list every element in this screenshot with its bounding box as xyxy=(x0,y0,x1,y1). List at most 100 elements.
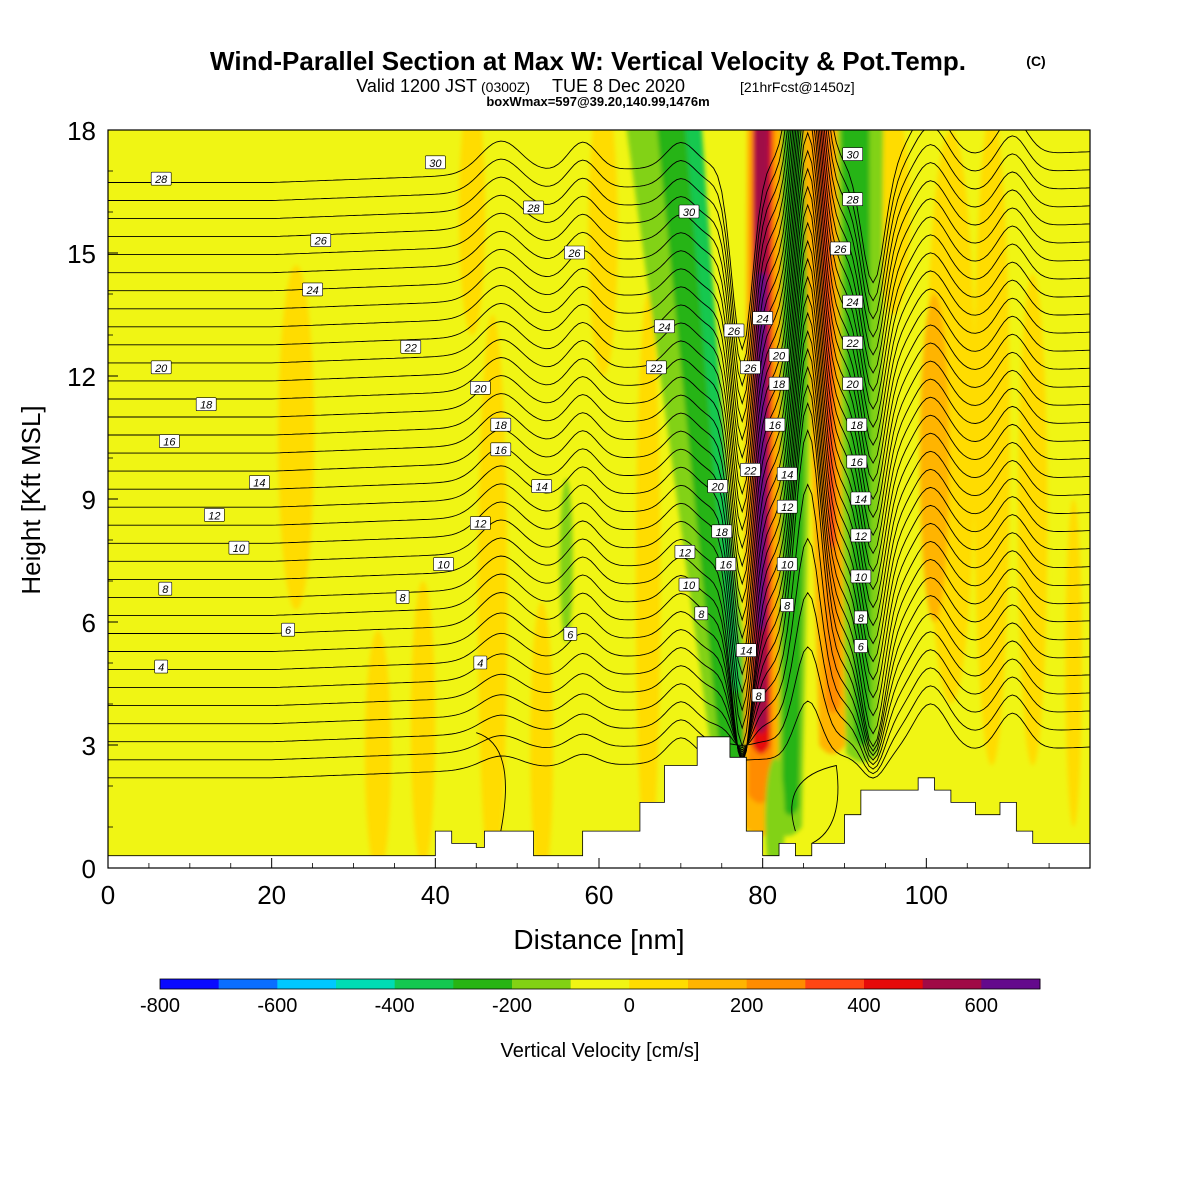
colorbar-swatch xyxy=(453,979,513,989)
colorbar-swatch xyxy=(218,979,278,989)
svg-text:20: 20 xyxy=(846,379,860,391)
theta-contour-line xyxy=(791,764,839,844)
theta-contour-line xyxy=(108,537,1090,766)
contour-label: 16 xyxy=(846,454,868,469)
theta-contour-line xyxy=(108,185,1090,622)
theta-contour-line xyxy=(108,130,1090,460)
svg-text:18: 18 xyxy=(495,420,508,432)
contour-label: 30 xyxy=(842,147,863,162)
subtitle-date: TUE 8 Dec 2020 xyxy=(552,76,685,96)
theta-contours xyxy=(108,130,1090,844)
svg-text:20: 20 xyxy=(473,383,487,395)
contour-label: 20 xyxy=(470,380,491,395)
x-tick-label: 40 xyxy=(421,880,450,910)
colorbar-swatch xyxy=(512,979,572,989)
contour-labels: 28 26 24 22 20 18 16 14 12 10 8 6 4 30 28 26 24 22 20 18 16 1… xyxy=(150,147,872,703)
contour-label: 26 xyxy=(830,241,851,256)
svg-text:10: 10 xyxy=(781,560,794,572)
svg-text:4: 4 xyxy=(158,662,164,674)
contour-label: 24 xyxy=(752,311,773,326)
svg-text:16: 16 xyxy=(495,445,508,457)
theta-contour-line xyxy=(108,646,1090,775)
contour-label: 28 xyxy=(150,171,172,186)
contour-label: 14 xyxy=(531,479,553,494)
y-tick-label: 3 xyxy=(82,731,96,761)
colorbar-tick-label: 400 xyxy=(847,995,880,1017)
contour-label: 14 xyxy=(776,467,798,481)
box-max-note: boxWmax=597@39.20,140.99,1476m xyxy=(486,94,709,109)
svg-text:16: 16 xyxy=(163,437,176,449)
svg-text:28: 28 xyxy=(846,195,860,207)
svg-text:18: 18 xyxy=(716,527,729,539)
y-axis: 0 3 6 9 12 15 18 xyxy=(67,116,118,884)
weak-updraft-cell xyxy=(877,130,910,315)
colorbar-swatch xyxy=(746,979,806,989)
svg-text:26: 26 xyxy=(314,236,328,248)
contour-label: 12 xyxy=(850,528,872,543)
svg-text:20: 20 xyxy=(711,482,725,494)
theta-contour-line xyxy=(476,732,506,832)
contour-label: 26 xyxy=(564,245,585,260)
theta-contour-line xyxy=(108,130,1090,369)
contour-label: 12 xyxy=(204,508,225,522)
contour-label: 18 xyxy=(768,376,790,391)
svg-text:16: 16 xyxy=(851,457,864,469)
contour-label: 16 xyxy=(159,434,180,449)
contour-label: 18 xyxy=(195,397,217,412)
weak-updraft-cell xyxy=(1065,499,1082,827)
theta-contour-line xyxy=(108,130,1090,387)
svg-text:12: 12 xyxy=(474,519,486,531)
svg-text:26: 26 xyxy=(727,326,741,338)
theta-contour-line xyxy=(108,239,1090,676)
svg-text:8: 8 xyxy=(698,609,705,621)
theta-contour-line xyxy=(108,311,1090,748)
y-tick-label: 0 xyxy=(82,854,96,884)
svg-text:8: 8 xyxy=(858,613,865,625)
y-tick-label: 6 xyxy=(82,608,96,638)
theta-contour-line xyxy=(108,130,1090,405)
colorbar-frame xyxy=(159,978,1041,990)
theta-contour-line xyxy=(108,130,1090,478)
theta-contour-line xyxy=(108,221,1090,658)
weak-updraft-cell xyxy=(477,314,508,868)
theta-contour-line xyxy=(108,130,1090,351)
contour-label: 10 xyxy=(776,557,798,572)
downdraft-band-west-core xyxy=(685,130,742,693)
contour-label: 4 xyxy=(154,659,168,674)
svg-text:6: 6 xyxy=(858,642,865,654)
svg-text:10: 10 xyxy=(683,580,696,592)
weak-updraft-cell xyxy=(364,630,392,868)
x-tick-label: 60 xyxy=(585,880,614,910)
contour-label: 12 xyxy=(470,516,491,531)
contour-label: 18 xyxy=(846,417,868,432)
theta-contour-line xyxy=(108,130,1090,532)
colorbar-swatch xyxy=(688,979,748,989)
contour-label: 22 xyxy=(740,462,761,477)
weak-downdraft-cell xyxy=(559,478,573,643)
y-tick-label: 12 xyxy=(67,362,96,392)
contour-label: 14 xyxy=(249,475,270,490)
x-tick-label: 20 xyxy=(257,880,286,910)
svg-text:16: 16 xyxy=(720,560,733,572)
colorbar-swatch xyxy=(981,979,1041,989)
y-axis-label: Height [Kft MSL] xyxy=(16,405,46,594)
svg-text:20: 20 xyxy=(772,351,786,363)
theta-contour-line xyxy=(108,131,1090,568)
contour-label: 8 xyxy=(395,590,410,604)
svg-text:30: 30 xyxy=(429,158,442,170)
theta-contour-line xyxy=(108,149,1090,586)
svg-text:18: 18 xyxy=(200,400,213,412)
svg-text:16: 16 xyxy=(769,420,782,432)
svg-text:10: 10 xyxy=(855,572,868,584)
y-tick-label: 15 xyxy=(67,239,96,269)
theta-contour-line xyxy=(108,203,1090,640)
theta-contour-line xyxy=(108,591,1090,770)
contour-label: 10 xyxy=(678,577,700,592)
svg-text:22: 22 xyxy=(404,342,417,354)
contour-label: 26 xyxy=(723,323,745,338)
theta-contour-line xyxy=(108,167,1090,604)
svg-text:18: 18 xyxy=(851,420,864,432)
contour-label: 10 xyxy=(228,540,250,555)
theta-contour-line xyxy=(108,429,1090,757)
contour-label: 10 xyxy=(850,569,872,584)
